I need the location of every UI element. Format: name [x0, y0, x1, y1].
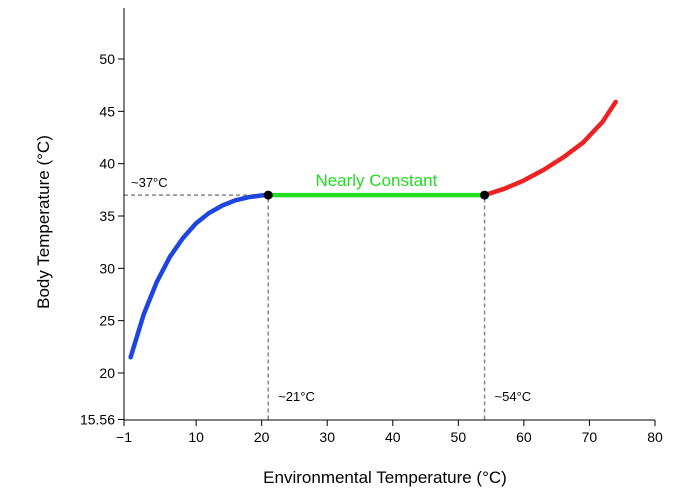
x-tick-label: 60 — [516, 429, 532, 445]
reference-label: ~54°C — [495, 389, 532, 404]
y-tick-label: 45 — [99, 103, 115, 119]
series-line-3 — [482, 99, 618, 198]
x-tick-label: −1 — [116, 429, 132, 445]
x-tick-label: 70 — [582, 429, 598, 445]
reference-lines — [124, 194, 486, 420]
axes: −1 10 20 30 40 50 60 70 80 15.56 20 25 30 35 40 45 50 — [80, 8, 663, 445]
y-axis-title: Body Temperature (°C) — [34, 135, 53, 309]
x-tick-label: 30 — [319, 429, 335, 445]
series-line-1 — [128, 192, 271, 360]
y-tick-label: 20 — [99, 365, 115, 381]
region-label: Nearly Constant — [315, 171, 437, 190]
labels: ~37°C ~21°C ~54°C Nearly Constant — [131, 171, 531, 404]
y-tick-label: 40 — [99, 156, 115, 172]
data-point — [263, 190, 273, 200]
points — [263, 190, 490, 200]
y-tick-label: 25 — [99, 313, 115, 329]
data-point — [480, 190, 490, 200]
x-tick-label: 80 — [647, 429, 663, 445]
series-lines — [128, 99, 618, 360]
y-tick-label: 15.56 — [80, 411, 115, 427]
reference-label: ~21°C — [278, 389, 315, 404]
y-tick-label: 30 — [99, 260, 115, 276]
x-tick-label: 40 — [385, 429, 401, 445]
x-tick-label: 20 — [254, 429, 270, 445]
y-tick-label: 35 — [99, 208, 115, 224]
x-tick-label: 50 — [451, 429, 467, 445]
x-axis-title: Environmental Temperature (°C) — [263, 468, 507, 487]
y-tick-label: 50 — [99, 51, 115, 67]
x-tick-label: 10 — [188, 429, 204, 445]
reference-label: ~37°C — [131, 175, 168, 190]
